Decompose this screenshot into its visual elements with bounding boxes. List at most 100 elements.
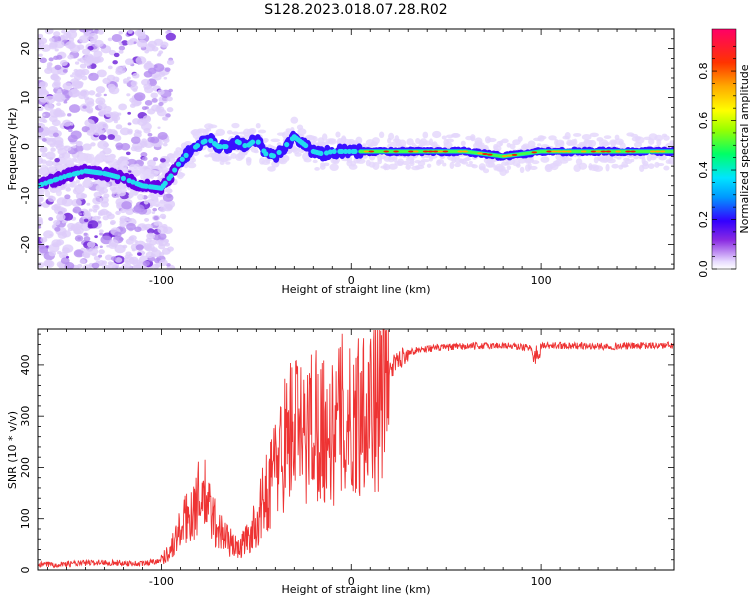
spectrogram-halo-blob xyxy=(441,135,447,140)
colorbar-tick-label: 0.6 xyxy=(697,112,710,129)
spectrogram-halo-blob xyxy=(161,173,166,178)
spectrogram-noise-blob xyxy=(92,209,98,213)
spectrogram-noise-blob xyxy=(108,86,120,95)
spectrogram-noise-blob xyxy=(100,235,112,245)
spectrogram-noise-blob xyxy=(61,29,66,34)
spectrogram-noise-blob xyxy=(135,244,144,251)
spectrogram-noise-blob xyxy=(108,239,119,247)
spectrogram-noise-blob xyxy=(137,32,147,40)
spectrogram-noise-blob xyxy=(61,197,73,207)
spectrogram-noise-blob xyxy=(70,74,74,78)
spectrogram-halo-blob xyxy=(562,157,573,162)
spectrogram-noise-blob xyxy=(56,102,62,107)
spectrogram-noise-blob xyxy=(168,88,174,93)
spectrogram-noise-blob xyxy=(130,80,138,86)
spectrogram-noise-blob xyxy=(73,249,85,258)
spectrogram-noise-blob xyxy=(141,156,148,161)
spectrogram-halo-blob xyxy=(378,131,385,139)
spectrogram-noise-blob xyxy=(44,103,54,111)
spectrogram-noise-blob xyxy=(164,67,171,72)
spectrogram-halo-blob xyxy=(401,160,411,166)
spectrogram-noise-blob xyxy=(144,243,155,252)
spectrogram-halo-blob xyxy=(432,130,442,139)
spectrogram-noise-blob xyxy=(98,134,107,141)
spectrogram-halo-blob xyxy=(312,159,318,164)
spectrogram-halo-blob xyxy=(499,168,507,176)
spectrogram-halo-blob xyxy=(647,163,655,169)
spectrogram-noise-blob xyxy=(54,64,62,71)
spectrogram-noise-blob xyxy=(62,119,72,127)
spectrogram-noise-blob xyxy=(43,259,53,267)
spectrogram-noise-blob xyxy=(62,212,74,221)
spectrogram-noise-blob xyxy=(127,130,133,135)
spectrogram-noise-blob xyxy=(147,132,153,137)
spectrogram-noise-blob xyxy=(50,147,56,152)
spectrogram-noise-blob xyxy=(80,247,85,251)
spectrogram-noise-blob xyxy=(53,80,61,86)
spectrogram-noise-blob xyxy=(64,194,71,200)
spectrogram-halo-blob xyxy=(314,167,320,171)
spectrogram-noise-blob xyxy=(96,69,107,78)
spectrogram-halo-blob xyxy=(449,161,455,170)
spectrogram-hot-blob xyxy=(590,150,597,153)
snr-y-tick-label: 0 xyxy=(19,567,32,574)
spectrogram-noise-blob xyxy=(144,99,153,106)
spectrogram-core-blob xyxy=(263,151,269,157)
spectrogram-noise-blob xyxy=(57,250,62,255)
spectrogram-halo-blob xyxy=(663,165,670,171)
spectrogram-noise-blob xyxy=(82,48,91,55)
spectrogram-noise-blob xyxy=(38,201,42,205)
spectrogram-x-tick-label: 100 xyxy=(531,274,552,287)
spectrogram-hot-blob xyxy=(654,150,661,153)
spectrogram-noise-blob xyxy=(64,145,68,149)
spectrogram-noise-blob xyxy=(134,145,143,153)
spectrogram-halo-blob xyxy=(428,154,438,159)
spectrogram-noise-blob xyxy=(47,195,56,202)
spectrogram-noise-blob xyxy=(121,201,132,210)
spectrogram-x-axis-label: Height of straight line (km) xyxy=(281,283,430,296)
snr-x-tick-label: 100 xyxy=(531,575,552,588)
snr-ticks: -100 0 100 0 100 200 300 400 xyxy=(19,329,675,588)
spectrogram-halo-blob xyxy=(223,155,232,161)
spectrogram-halo-blob xyxy=(422,131,429,139)
spectrogram-noise-blob xyxy=(38,262,45,268)
spectrogram-halo-blob xyxy=(81,155,90,162)
spectrogram-noise-blob xyxy=(46,64,52,69)
spectrogram-noise-blob xyxy=(119,221,127,228)
spectrogram-noise-blob xyxy=(157,233,167,240)
spectrogram-noise-blob xyxy=(102,147,112,155)
spectrogram-noise-blob xyxy=(39,95,49,103)
spectrogram-halo-blob xyxy=(548,135,557,141)
spectrogram-hot-blob xyxy=(437,150,444,153)
spectrogram-halo-blob xyxy=(658,154,667,161)
spectrogram-hot-blob xyxy=(615,150,621,153)
spectrogram-noise-blob xyxy=(133,41,137,44)
spectrogram-halo-blob xyxy=(642,160,649,167)
spectrogram-halo-blob xyxy=(191,158,196,163)
spectrogram-noise-blob xyxy=(38,218,44,227)
spectrogram-halo-blob xyxy=(93,159,101,166)
spectrogram-noise-blob xyxy=(158,101,164,107)
spectrogram-noise-blob xyxy=(67,113,72,117)
spectrogram-halo-blob xyxy=(654,161,660,168)
spectrogram-noise-blob xyxy=(97,29,104,35)
spectrogram-noise-blob xyxy=(98,229,104,234)
spectrogram-halo-blob xyxy=(611,163,619,169)
spectrogram-hot-blob xyxy=(422,150,429,153)
spectrogram-noise-blob xyxy=(67,134,78,143)
spectrogram-noise-blob xyxy=(142,115,151,122)
spectrogram-hot-blob xyxy=(383,150,389,153)
spectrogram-noise-blob xyxy=(92,196,103,205)
spectrogram-halo-blob xyxy=(606,158,616,164)
spectrogram-noise-blob xyxy=(75,140,83,147)
spectrogram-hot-blob xyxy=(580,150,587,153)
spectrogram-halo-blob xyxy=(581,133,592,141)
spectrogram-halo-blob xyxy=(329,163,339,171)
spectrogram-hot-blob xyxy=(595,150,602,153)
spectrogram-halo-blob xyxy=(248,127,257,135)
spectrogram-noise-blob xyxy=(49,143,56,148)
spectrogram-hot-blob xyxy=(462,150,468,153)
spectrogram-noise-blob xyxy=(86,241,96,248)
spectrogram-noise-blob xyxy=(114,257,123,263)
